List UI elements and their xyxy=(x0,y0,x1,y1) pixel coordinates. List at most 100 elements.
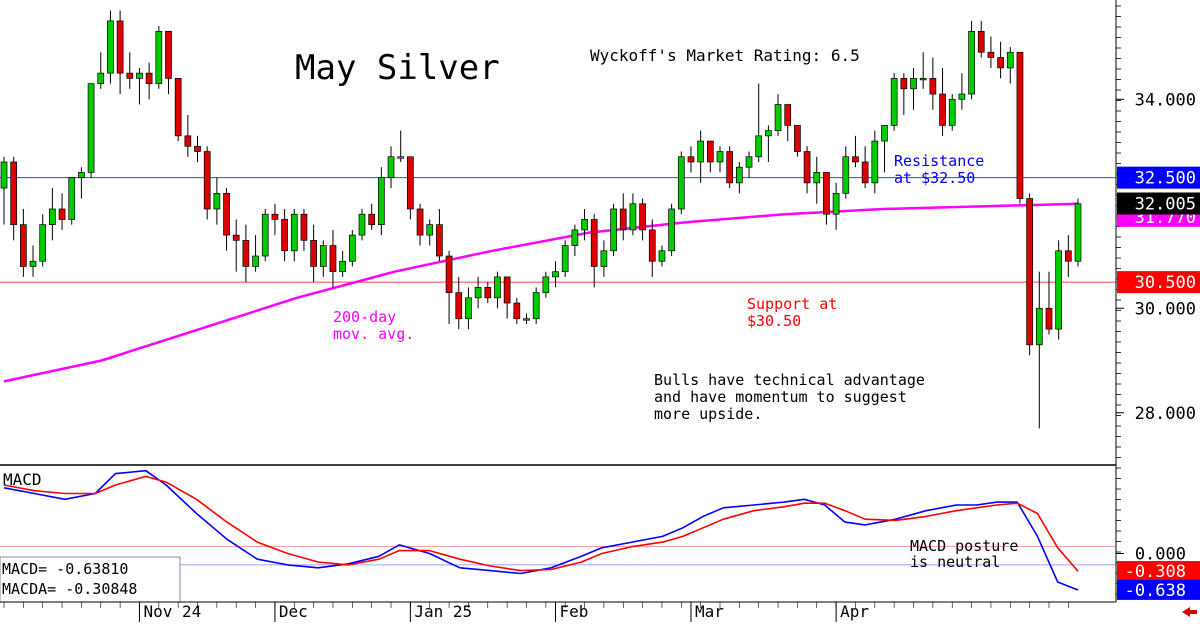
candle-down xyxy=(929,78,937,95)
candle-down xyxy=(126,72,134,79)
macd-annotation-line: is neutral xyxy=(910,553,1000,571)
macd-value-label: -0.638 xyxy=(1125,581,1186,601)
chart-subtitle: Wyckoff's Market Rating: 6.5 xyxy=(590,46,860,65)
candle-up xyxy=(948,98,956,126)
candle-up xyxy=(871,140,879,184)
candle-up xyxy=(290,213,298,252)
candle-up xyxy=(1035,307,1043,346)
ma200-annotation-line: 200-day xyxy=(333,308,396,326)
candle-up xyxy=(136,72,143,79)
candle-down xyxy=(939,93,946,126)
candle-up xyxy=(571,229,579,246)
candle-up xyxy=(387,156,395,178)
candle-up xyxy=(658,250,666,262)
candle-up xyxy=(397,156,405,159)
macd-line xyxy=(3,469,1079,591)
candle-down xyxy=(445,255,453,293)
candle-down xyxy=(223,192,230,236)
candle-up xyxy=(358,213,366,236)
candle-up xyxy=(813,172,821,184)
candle-down xyxy=(639,203,646,231)
macda-readout-value: MACDA= -0.30848 xyxy=(2,580,137,598)
candle-down xyxy=(300,213,308,241)
candle-down xyxy=(503,276,511,304)
support-annotation-line: $30.50 xyxy=(747,312,801,330)
candle-down xyxy=(174,78,182,137)
candle-up xyxy=(542,276,550,293)
commentary-annotation: Bulls have technical advantage and have m… xyxy=(654,371,925,423)
candle-down xyxy=(1045,307,1053,330)
x-tick-label: Apr xyxy=(840,602,869,621)
candle-up xyxy=(319,245,327,267)
support-price-box xyxy=(1117,271,1200,294)
candle-down xyxy=(794,125,801,152)
candle-up xyxy=(697,140,704,163)
candle-up xyxy=(39,224,47,262)
candle-up xyxy=(958,93,966,100)
candle-down xyxy=(271,213,279,220)
candle-down xyxy=(20,224,27,267)
candle-down xyxy=(861,161,869,184)
candle-up xyxy=(68,177,76,220)
candle-down xyxy=(203,151,211,210)
candle-down xyxy=(1064,250,1072,262)
x-tick-label: Feb xyxy=(560,602,589,621)
candle-down xyxy=(687,156,695,163)
macd-panel: MACD= -0.63810 MACDA= -0.30848 xyxy=(0,469,1116,603)
candle-down xyxy=(784,104,792,126)
candle-up xyxy=(378,177,385,226)
resistance-annotation: Resistance at $32.50 xyxy=(894,152,984,187)
ma200-line xyxy=(3,202,1079,383)
candle-up xyxy=(465,297,472,320)
candle-up xyxy=(1055,250,1062,330)
candle-down xyxy=(900,78,908,90)
candle-down xyxy=(165,30,172,79)
candle-down xyxy=(513,302,521,320)
candle-up xyxy=(474,287,482,299)
candle-down xyxy=(455,292,463,320)
commentary-annotation-line: more upside. xyxy=(654,405,762,423)
candle-down xyxy=(194,145,201,152)
macd-title: MACD xyxy=(3,470,42,489)
candle-down xyxy=(184,135,192,147)
candle-down xyxy=(145,72,153,84)
y-tick-label: 30.000 xyxy=(1135,299,1196,319)
candle-up xyxy=(252,255,259,267)
candle-up xyxy=(552,271,559,278)
last-price-label: 32.005 xyxy=(1135,195,1196,215)
macd-readout-box xyxy=(0,556,181,603)
candle-down xyxy=(726,151,734,184)
candle-up xyxy=(213,192,221,210)
candle-up xyxy=(261,213,269,257)
x-tick-label: Mar xyxy=(695,602,724,621)
candle-down xyxy=(997,57,1004,69)
candle-up xyxy=(339,260,346,273)
candle-down xyxy=(484,287,492,299)
candle-up xyxy=(890,78,898,126)
last-price-box xyxy=(1117,192,1200,215)
candle-up xyxy=(107,20,114,74)
candle-up xyxy=(87,83,95,173)
x-tick-label: Jan 25 xyxy=(414,602,472,621)
candle-down xyxy=(590,219,598,267)
candle-down xyxy=(1026,198,1033,346)
resistance-price-label: 32.500 xyxy=(1135,169,1196,189)
candle-down xyxy=(116,20,124,74)
price-panel xyxy=(0,10,1116,429)
chart-title: May Silver xyxy=(295,48,500,88)
candle-up xyxy=(494,276,501,299)
candle-up xyxy=(677,156,685,210)
candle-down xyxy=(329,245,337,273)
candle-up xyxy=(842,156,850,194)
candle-down xyxy=(407,156,414,210)
macd-annotation: MACD posture is neutral xyxy=(910,537,1018,571)
candle-up xyxy=(765,130,772,137)
candle-up xyxy=(532,292,540,320)
candle-up xyxy=(29,260,37,267)
x-tick-label: Dec xyxy=(279,602,308,621)
commentary-annotation-line: and have momentum to suggest xyxy=(654,388,907,406)
candle-down xyxy=(310,239,317,267)
commentary-annotation-line: Bulls have technical advantage xyxy=(654,371,925,389)
back-arrow-icon xyxy=(1182,607,1197,617)
